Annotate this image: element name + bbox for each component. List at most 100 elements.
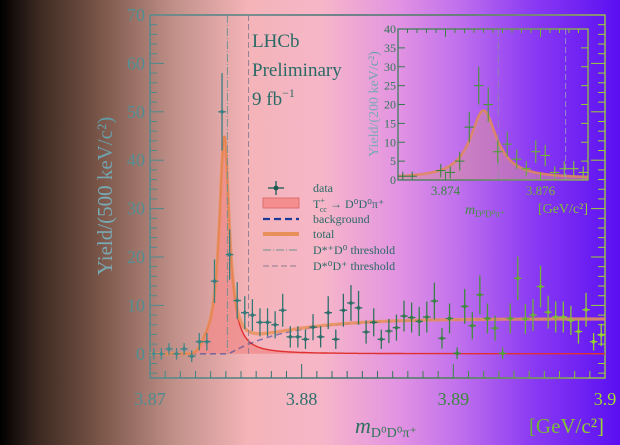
data-point [483, 303, 492, 334]
data-point-marker [349, 301, 353, 305]
data-point [218, 73, 226, 151]
data-point-marker [205, 339, 209, 344]
x-tick-label: 3.87 [134, 389, 166, 409]
data-point [506, 303, 514, 334]
data-point [491, 315, 499, 341]
y-tick-label: 0 [136, 344, 145, 364]
inset-axis-ticks: 0 5 10 15 20 25 30 35 40 3.874 3.876 [384, 22, 588, 198]
inset-data-point [521, 161, 531, 177]
data-point-marker [212, 279, 217, 284]
inset-y-tick-label: 35 [384, 41, 396, 55]
inset-y-tick-label: 15 [384, 116, 396, 130]
inset-plot: 0 5 10 15 20 25 30 35 40 3.874 3.876 Yield/(200 ke… [367, 22, 589, 219]
x-axis-label-sub: D⁰D⁰π⁺ [371, 426, 417, 441]
inset-y-tick-label: 40 [384, 22, 396, 36]
data-point [476, 275, 484, 315]
data-point [210, 259, 219, 303]
data-point-marker [584, 307, 588, 312]
data-point-marker [455, 351, 459, 356]
legend-label-signal: T+ cc → D⁰D⁰π⁺ [313, 196, 384, 214]
inset-total-curve [398, 109, 588, 179]
x-tick-label: 3.88 [286, 389, 318, 409]
inset-x-axis-unit: [GeV/c²] [538, 202, 588, 217]
data-point-marker [341, 308, 346, 313]
inset-x-axis-label: mD⁰D⁰π⁺ [465, 203, 505, 219]
status-label: Preliminary [252, 60, 342, 81]
data-point [392, 314, 401, 341]
data-point-marker [182, 347, 186, 351]
data-point [241, 296, 249, 330]
data-point [445, 303, 454, 334]
data-point-marker [235, 298, 240, 303]
data-point [460, 288, 469, 324]
data-point [248, 299, 257, 332]
data-point-marker [318, 335, 323, 339]
inset-data-point [559, 161, 569, 177]
legend-marker-data-dot [273, 185, 279, 191]
inset-data-point [569, 161, 579, 177]
y-tick-label: 60 [127, 53, 145, 73]
inset-data-point [550, 166, 560, 179]
legend-item-data: data [268, 181, 334, 195]
legend-label-total: total [313, 227, 335, 241]
data-point [165, 343, 173, 355]
data-point [536, 265, 545, 308]
data-point [529, 299, 537, 332]
data-point [324, 296, 332, 330]
data-point [316, 326, 325, 348]
data-point-marker [402, 314, 406, 318]
data-point-marker [174, 352, 179, 356]
inset-data-point [531, 140, 541, 164]
inset-fit-curves [398, 29, 588, 180]
data-point [286, 326, 295, 348]
inset-y-axis-label: Yield/(200 keV/c²) [367, 51, 382, 157]
data-point [233, 282, 241, 319]
data-point [407, 302, 416, 333]
inset-y-tick-label: 0 [390, 173, 396, 187]
y-tick-label: 10 [127, 295, 145, 315]
data-point-marker [189, 354, 194, 359]
data-point-marker [371, 320, 376, 325]
legend-label-data: data [313, 181, 334, 195]
x-tick-label: 3.89 [438, 389, 470, 409]
legend-item-signal: T+ cc → D⁰D⁰π⁺ [262, 196, 384, 214]
legend-label-threshold-1: D*⁺D⁰ threshold [313, 243, 395, 257]
data-point [332, 329, 340, 349]
data-point-marker [553, 315, 558, 319]
inset-data-point [455, 151, 465, 171]
data-point-marker [220, 110, 224, 114]
inset-data-point [445, 166, 455, 179]
data-point-marker [394, 325, 399, 330]
data-point [385, 318, 393, 344]
data-point [157, 347, 166, 360]
data-point [195, 332, 204, 351]
data-point [551, 301, 560, 333]
inset-y-tick-label: 30 [384, 60, 396, 74]
data-point [544, 295, 552, 329]
data-point-marker [417, 319, 422, 324]
legend-swatch-signal [262, 197, 300, 209]
inset-data-point [540, 144, 550, 167]
data-point [400, 300, 408, 332]
inset-data-point [464, 112, 474, 143]
data-point-marker [311, 325, 315, 329]
data-point-marker [227, 252, 232, 257]
data-point [567, 305, 575, 335]
inset-x-label-main: m [465, 203, 475, 218]
x-axis-label: mD⁰D⁰π⁺ [355, 413, 417, 441]
data-point-marker [447, 316, 452, 321]
data-point-marker [432, 299, 437, 303]
data-point-marker [478, 292, 482, 297]
inset-y-tick-label: 5 [390, 154, 396, 168]
data-point [172, 347, 181, 360]
data-point [597, 323, 605, 347]
y-tick-label: 50 [127, 102, 145, 122]
data-point [438, 328, 446, 349]
legend-label-background: background [313, 212, 370, 226]
data-point-marker [379, 337, 384, 342]
data-point-marker [326, 310, 331, 315]
data-point-marker [364, 330, 368, 334]
y-tick-label: 70 [127, 5, 145, 25]
data-point-marker [296, 335, 300, 339]
data-point [150, 347, 158, 360]
